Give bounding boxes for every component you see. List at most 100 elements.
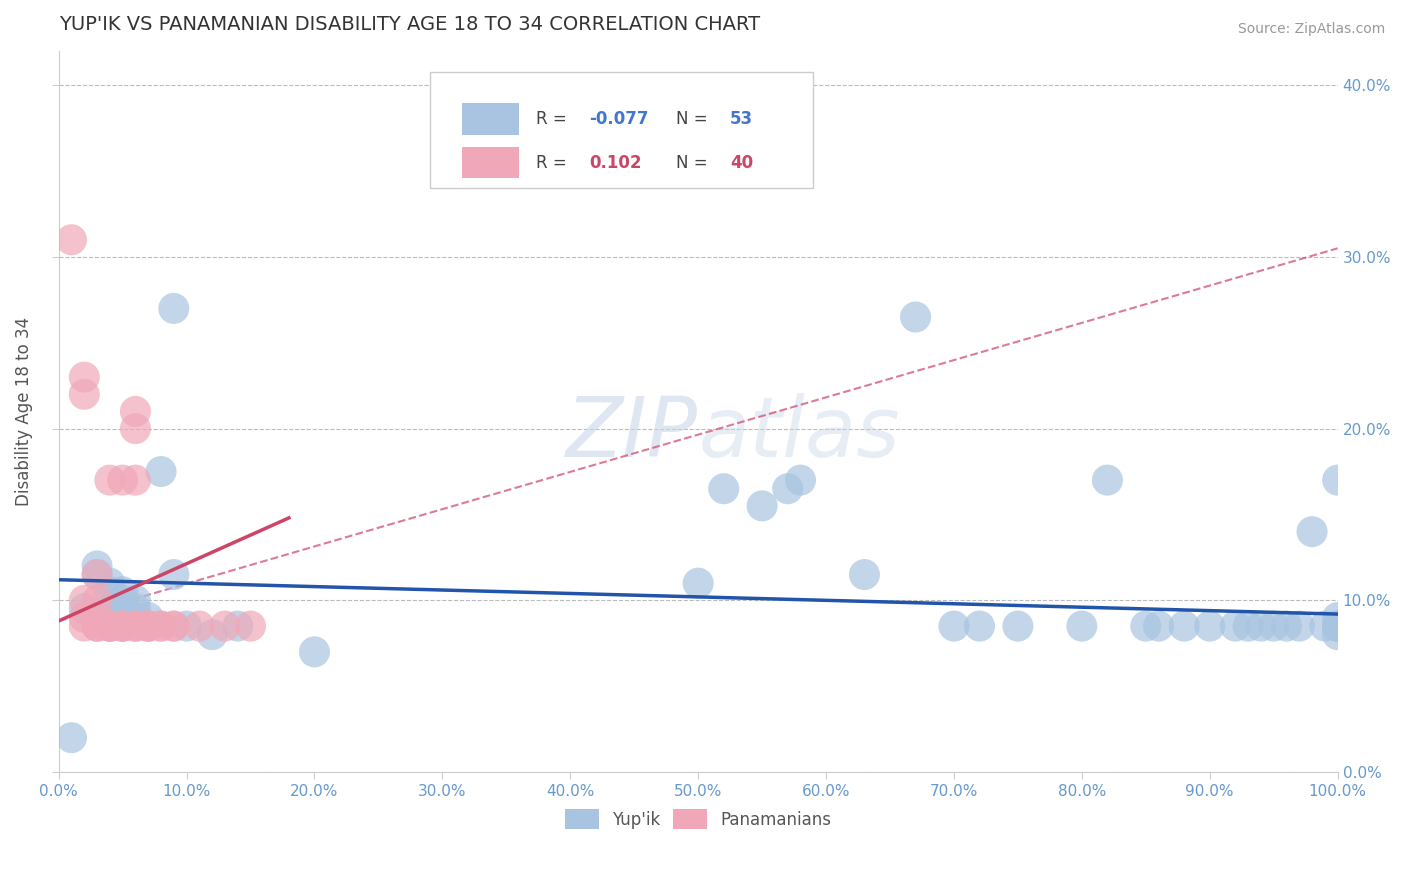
Point — [98, 619, 121, 633]
Point — [1288, 619, 1310, 633]
Point — [111, 473, 134, 487]
Point — [136, 619, 159, 633]
Point — [60, 233, 83, 247]
Point — [713, 482, 735, 496]
Point — [1147, 619, 1170, 633]
Point — [1097, 473, 1119, 487]
Y-axis label: Disability Age 18 to 34: Disability Age 18 to 34 — [15, 317, 32, 506]
Point — [1198, 619, 1220, 633]
Point — [688, 576, 710, 591]
Point — [86, 619, 108, 633]
Point — [73, 387, 96, 401]
Point — [1237, 619, 1260, 633]
Point — [124, 619, 146, 633]
Point — [1326, 619, 1348, 633]
Point — [111, 593, 134, 607]
Point — [111, 619, 134, 633]
Text: atlas: atlas — [699, 392, 900, 474]
Point — [73, 593, 96, 607]
Point — [73, 370, 96, 384]
Point — [124, 473, 146, 487]
Point — [163, 301, 186, 316]
Point — [1326, 628, 1348, 642]
Point — [969, 619, 991, 633]
Point — [60, 731, 83, 745]
Text: 40: 40 — [730, 153, 754, 171]
FancyBboxPatch shape — [430, 72, 813, 188]
Point — [98, 619, 121, 633]
Text: Source: ZipAtlas.com: Source: ZipAtlas.com — [1237, 22, 1385, 37]
Point — [853, 567, 876, 582]
Point — [98, 602, 121, 616]
Point — [124, 404, 146, 418]
Point — [98, 584, 121, 599]
Point — [86, 559, 108, 574]
Point — [86, 593, 108, 607]
Point — [73, 619, 96, 633]
Point — [150, 465, 173, 479]
Point — [150, 619, 173, 633]
Text: R =: R = — [536, 111, 572, 128]
Point — [124, 602, 146, 616]
Point — [111, 619, 134, 633]
Point — [111, 610, 134, 624]
Point — [1250, 619, 1272, 633]
Point — [150, 619, 173, 633]
Text: 53: 53 — [730, 111, 754, 128]
Point — [163, 619, 186, 633]
Point — [98, 576, 121, 591]
Point — [98, 619, 121, 633]
Point — [98, 619, 121, 633]
Point — [98, 473, 121, 487]
Point — [136, 619, 159, 633]
Point — [163, 619, 186, 633]
Point — [304, 645, 326, 659]
Point — [86, 567, 108, 582]
Point — [226, 619, 249, 633]
Point — [942, 619, 965, 633]
Text: -0.077: -0.077 — [589, 111, 650, 128]
Point — [111, 619, 134, 633]
Point — [1326, 619, 1348, 633]
Point — [86, 610, 108, 624]
Point — [124, 619, 146, 633]
Point — [1313, 619, 1336, 633]
Point — [111, 584, 134, 599]
Point — [789, 473, 811, 487]
Text: ZIP: ZIP — [567, 392, 699, 474]
Point — [73, 602, 96, 616]
Text: 0.102: 0.102 — [589, 153, 643, 171]
Text: YUP'IK VS PANAMANIAN DISABILITY AGE 18 TO 34 CORRELATION CHART: YUP'IK VS PANAMANIAN DISABILITY AGE 18 T… — [59, 15, 759, 34]
Point — [1326, 619, 1348, 633]
Point — [201, 628, 224, 642]
Point — [239, 619, 262, 633]
Point — [136, 619, 159, 633]
Point — [1007, 619, 1029, 633]
Point — [176, 619, 198, 633]
Point — [1173, 619, 1195, 633]
Point — [98, 610, 121, 624]
Point — [124, 593, 146, 607]
Point — [73, 610, 96, 624]
Point — [163, 567, 186, 582]
Point — [188, 619, 211, 633]
Point — [136, 610, 159, 624]
Text: N =: N = — [676, 111, 713, 128]
Point — [1070, 619, 1092, 633]
Legend: Yup'ik, Panamanians: Yup'ik, Panamanians — [558, 802, 838, 836]
Point — [86, 619, 108, 633]
Point — [124, 610, 146, 624]
Text: R =: R = — [536, 153, 576, 171]
FancyBboxPatch shape — [461, 103, 519, 136]
Point — [86, 567, 108, 582]
Point — [1135, 619, 1157, 633]
Point — [1326, 473, 1348, 487]
FancyBboxPatch shape — [461, 147, 519, 178]
Point — [214, 619, 236, 633]
Point — [1301, 524, 1323, 539]
Point — [1225, 619, 1247, 633]
Point — [1326, 619, 1348, 633]
Point — [904, 310, 927, 324]
Point — [751, 499, 773, 513]
Point — [98, 619, 121, 633]
